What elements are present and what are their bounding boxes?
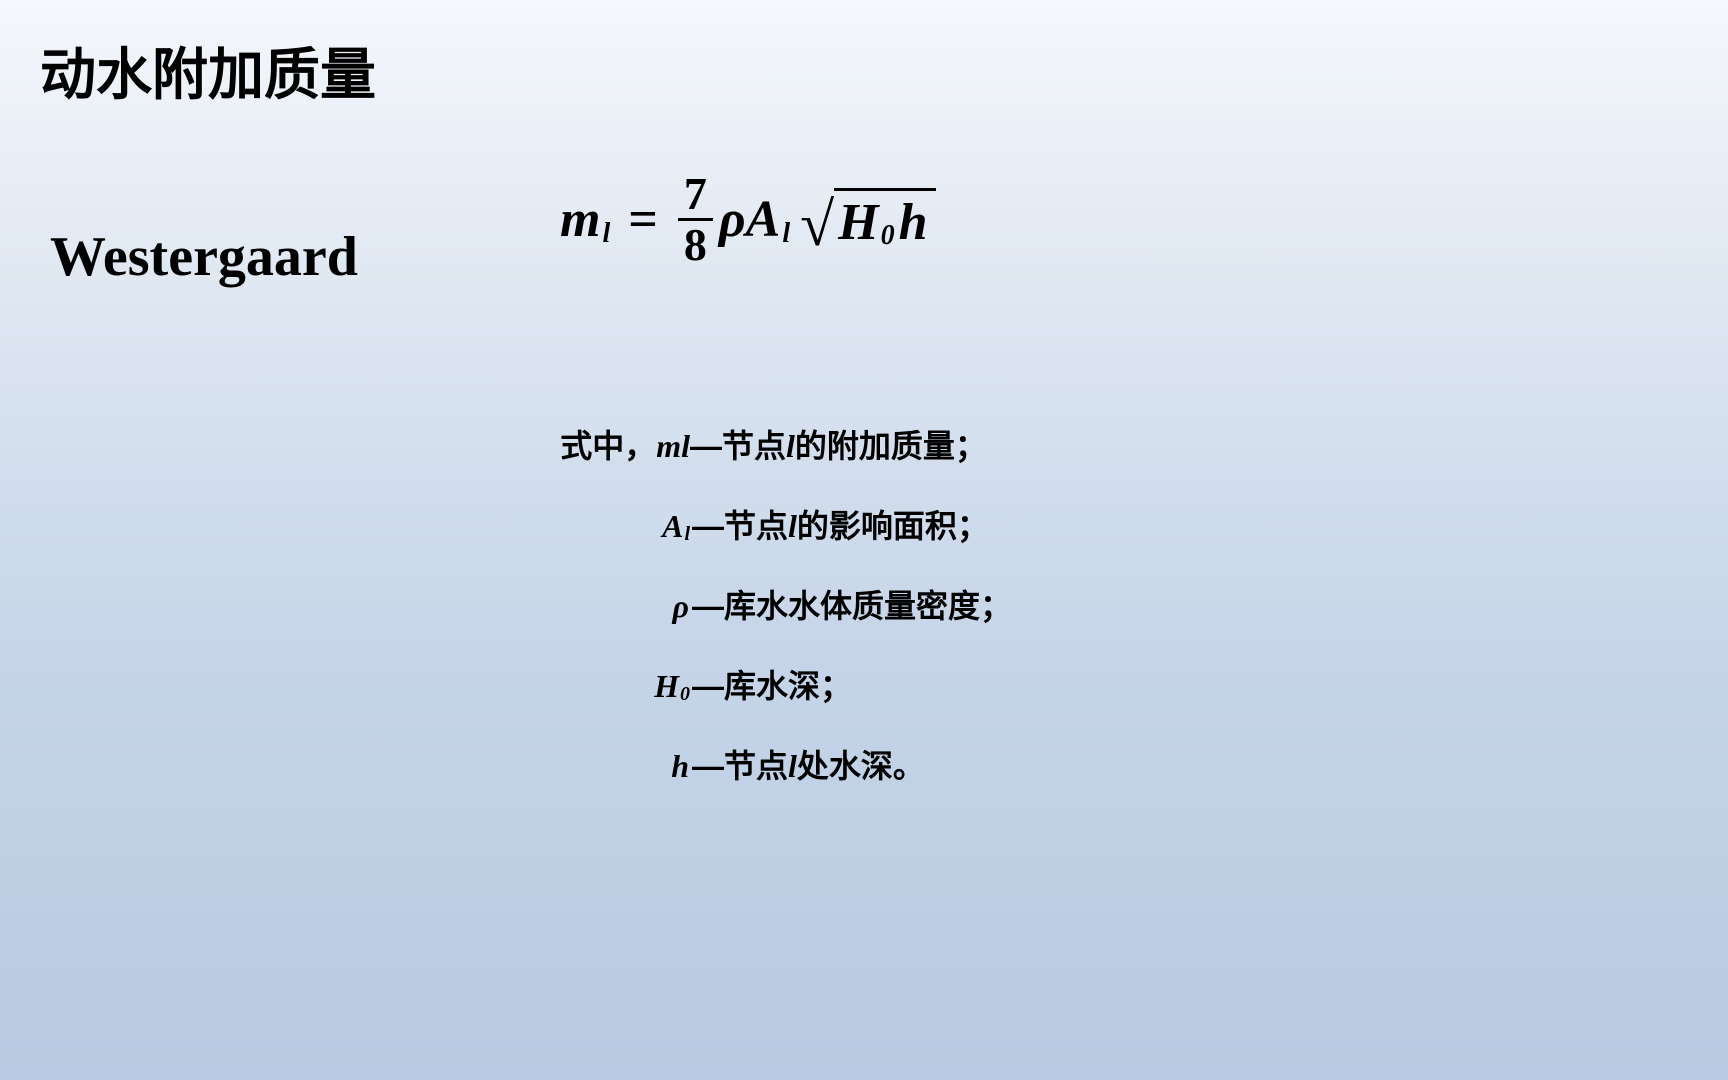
- sqrt-body: H0 h: [834, 188, 935, 252]
- sqrt-sign-icon: √: [800, 198, 834, 254]
- definition-row: H0 —库水深；: [540, 670, 1012, 702]
- fraction-denominator: 8: [678, 221, 713, 269]
- definition-symbol: Al: [540, 510, 692, 542]
- def-text-after: 的影响面积；: [797, 508, 989, 544]
- definition-label: —节点l处水深。: [692, 750, 925, 782]
- def-text-after: 处水深。: [797, 748, 925, 784]
- def-sym-sub: l: [684, 524, 690, 544]
- def-text-before: —节点: [690, 428, 786, 464]
- def-ital: l: [788, 508, 797, 544]
- definition-label: —节点l的影响面积；: [692, 510, 989, 542]
- definition-label: —库水水体质量密度；: [692, 590, 1012, 622]
- definition-row: ρ —库水水体质量密度；: [540, 590, 1012, 622]
- def-sym-main: h: [671, 750, 689, 782]
- definition-label: —库水深；: [692, 670, 852, 702]
- prefix-text: 式中，: [560, 428, 656, 464]
- def-sym-sub: l: [681, 428, 690, 464]
- fraction-numerator: 7: [678, 170, 713, 221]
- def-sym-main: A: [662, 510, 683, 542]
- formula-lhs-var: m: [560, 190, 600, 249]
- def-sym-sub: 0: [680, 684, 690, 704]
- formula-rho: ρ: [719, 190, 746, 249]
- formula-H-sub: 0: [881, 220, 895, 252]
- definitions-block: 式中，ml —节点l的附加质量； Al —节点l的影响面积； ρ —库水水体质量…: [540, 430, 1012, 830]
- definition-symbol: ρ: [540, 590, 692, 622]
- def-text-before: —库水水体质量密度；: [692, 588, 1012, 624]
- def-text-before: —库水深；: [692, 668, 852, 704]
- definition-symbol: H0: [540, 670, 692, 702]
- page-title: 动水附加质量: [40, 30, 376, 111]
- formula-fraction: 7 8: [678, 170, 713, 270]
- formula-A: A: [746, 190, 781, 249]
- def-text-before: —节点: [692, 748, 788, 784]
- definitions-prefix: 式中，ml: [540, 430, 690, 462]
- def-ital: l: [786, 428, 795, 464]
- def-text-before: —节点: [692, 508, 788, 544]
- method-name: Westergaard: [50, 225, 358, 289]
- definition-label: —节点l的附加质量；: [690, 430, 987, 462]
- def-sym-main: ρ: [673, 590, 689, 622]
- formula-A-sub: l: [782, 218, 790, 250]
- def-ital: l: [788, 748, 797, 784]
- formula-h: h: [899, 193, 928, 252]
- formula-sqrt: √ H0 h: [800, 188, 935, 252]
- definition-row: Al —节点l的影响面积；: [540, 510, 1012, 542]
- def-sym-main: H: [654, 670, 679, 702]
- def-sym-main: m: [656, 428, 681, 464]
- definition-row: h —节点l处水深。: [540, 750, 1012, 782]
- equals-sign: =: [628, 190, 658, 249]
- formula-lhs-sub: l: [602, 218, 610, 250]
- formula-H: H: [838, 193, 878, 252]
- definition-row: 式中，ml —节点l的附加质量；: [540, 430, 1012, 462]
- definition-symbol: h: [540, 750, 692, 782]
- def-text-after: 的附加质量；: [795, 428, 987, 464]
- westergaard-formula: ml = 7 8 ρ Al √ H0 h: [560, 170, 936, 270]
